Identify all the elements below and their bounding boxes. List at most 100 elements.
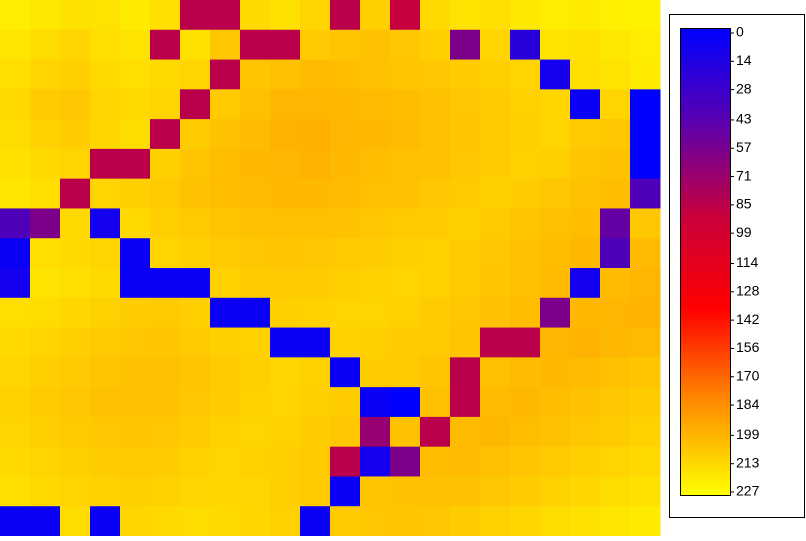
cell bbox=[330, 268, 361, 299]
cell bbox=[150, 446, 181, 477]
cell bbox=[540, 29, 571, 61]
cell bbox=[570, 0, 601, 31]
cell bbox=[150, 178, 181, 209]
cell bbox=[540, 446, 571, 477]
cell bbox=[450, 357, 481, 388]
cell bbox=[510, 59, 541, 90]
colorbar-tick-label: 28 bbox=[736, 80, 752, 96]
cell bbox=[420, 29, 451, 61]
cell bbox=[90, 29, 121, 61]
cell bbox=[570, 148, 601, 180]
cell bbox=[180, 268, 211, 299]
cell bbox=[570, 357, 601, 388]
cell bbox=[360, 327, 391, 358]
cell bbox=[450, 29, 481, 61]
cell bbox=[210, 148, 241, 180]
cell bbox=[210, 446, 241, 477]
colorbar-tick-label: 0 bbox=[736, 24, 744, 40]
cell bbox=[600, 416, 631, 448]
cell bbox=[240, 208, 271, 239]
cell bbox=[570, 506, 601, 537]
cell bbox=[150, 148, 181, 180]
cell bbox=[210, 268, 241, 299]
cell bbox=[390, 357, 421, 388]
cell bbox=[60, 89, 91, 120]
cell bbox=[30, 178, 61, 209]
cell bbox=[270, 327, 301, 358]
cell bbox=[420, 268, 451, 299]
cell bbox=[210, 327, 241, 358]
cell bbox=[570, 416, 601, 448]
cell bbox=[570, 178, 601, 209]
colorbar-tick-label: 142 bbox=[736, 311, 760, 327]
cell bbox=[570, 297, 601, 329]
colorbar-tick-label: 99 bbox=[736, 224, 752, 240]
cell bbox=[390, 0, 421, 31]
cell bbox=[510, 29, 541, 61]
cell bbox=[120, 208, 151, 239]
cell bbox=[90, 208, 121, 239]
cell bbox=[540, 238, 571, 269]
cell bbox=[30, 268, 61, 299]
cell bbox=[630, 59, 661, 90]
cell bbox=[330, 387, 361, 418]
cell bbox=[240, 148, 271, 180]
cell bbox=[360, 268, 391, 299]
cell bbox=[600, 327, 631, 358]
cell bbox=[420, 476, 451, 507]
cell bbox=[120, 416, 151, 448]
cell bbox=[420, 506, 451, 537]
cell bbox=[540, 268, 571, 299]
cell bbox=[390, 178, 421, 209]
cell bbox=[510, 297, 541, 329]
cell bbox=[570, 59, 601, 90]
cell bbox=[450, 178, 481, 209]
cell bbox=[30, 297, 61, 329]
cell bbox=[210, 357, 241, 388]
cell bbox=[420, 59, 451, 90]
cell bbox=[330, 327, 361, 358]
cell bbox=[480, 416, 511, 448]
cell bbox=[300, 178, 331, 209]
cell bbox=[540, 387, 571, 418]
cell bbox=[330, 29, 361, 61]
cell bbox=[270, 446, 301, 477]
cell bbox=[180, 297, 211, 329]
cell bbox=[300, 268, 331, 299]
cell bbox=[210, 506, 241, 537]
cell bbox=[240, 476, 271, 507]
cell bbox=[270, 238, 301, 269]
cell bbox=[0, 357, 31, 388]
cell bbox=[270, 0, 301, 31]
cell bbox=[150, 0, 181, 31]
cell bbox=[450, 208, 481, 239]
cell bbox=[240, 506, 271, 537]
cell bbox=[90, 178, 121, 209]
cell bbox=[240, 119, 271, 150]
cell bbox=[0, 148, 31, 180]
cell bbox=[60, 119, 91, 150]
cell bbox=[390, 297, 421, 329]
cell bbox=[510, 416, 541, 448]
cell bbox=[330, 297, 361, 329]
cell bbox=[360, 119, 391, 150]
cell bbox=[60, 387, 91, 418]
cell bbox=[60, 446, 91, 477]
cell bbox=[270, 119, 301, 150]
cell bbox=[270, 476, 301, 507]
cell bbox=[360, 0, 391, 31]
cell bbox=[510, 327, 541, 358]
cell bbox=[600, 357, 631, 388]
cell bbox=[180, 506, 211, 537]
cell bbox=[630, 297, 661, 329]
cell bbox=[630, 238, 661, 269]
cell bbox=[270, 148, 301, 180]
cell bbox=[510, 0, 541, 31]
cell bbox=[330, 119, 361, 150]
cell bbox=[150, 387, 181, 418]
cell bbox=[210, 297, 241, 329]
cell bbox=[180, 238, 211, 269]
cell bbox=[300, 29, 331, 61]
colorbar-tick-label: 57 bbox=[736, 139, 752, 155]
cell bbox=[630, 476, 661, 507]
